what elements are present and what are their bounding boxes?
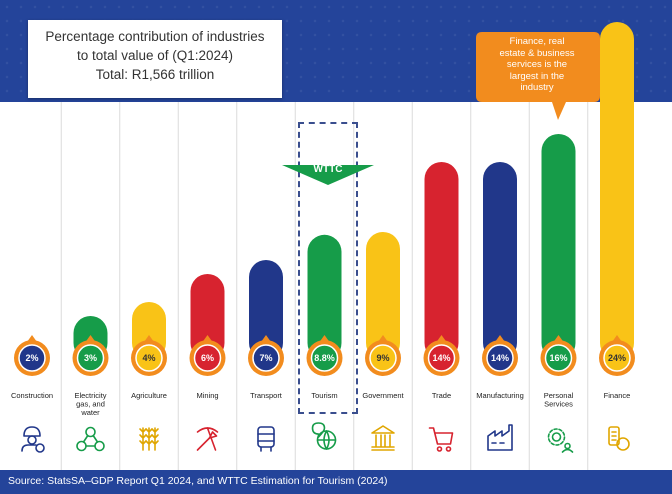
bar bbox=[249, 260, 283, 360]
gear-person-icon bbox=[547, 428, 574, 453]
value-badge-inner bbox=[369, 344, 397, 372]
value-badge-tip bbox=[553, 335, 564, 342]
bar bbox=[366, 232, 400, 360]
value-badge-inner bbox=[310, 344, 339, 372]
value-badge-inner bbox=[486, 344, 514, 372]
category-label: Construction bbox=[11, 391, 53, 400]
value-badge-tip bbox=[378, 335, 388, 342]
value-label: 7% bbox=[259, 353, 272, 363]
factory-icon bbox=[487, 424, 513, 451]
construction-worker-icon bbox=[21, 426, 45, 453]
value-badge-inner bbox=[427, 344, 456, 372]
bar-group: 2% Construction bbox=[11, 335, 53, 400]
value-label: 16% bbox=[549, 353, 567, 363]
value-badge-inner bbox=[193, 344, 222, 372]
category-label: Government bbox=[362, 391, 404, 400]
wttc-label: WTTC bbox=[313, 164, 343, 175]
pickaxe-shovel-icon bbox=[196, 427, 219, 451]
bar-group: 8.8% Tourism bbox=[306, 234, 343, 400]
value-label: 6% bbox=[201, 353, 214, 363]
value-label: 2% bbox=[25, 353, 38, 363]
bar-group: 24% Finance bbox=[599, 22, 635, 400]
finance-callout-text: Finance, real estate & business services… bbox=[476, 36, 598, 94]
category-label: Manufacturing bbox=[476, 391, 524, 400]
chart-title-line-1: Percentage contribution of industries bbox=[45, 29, 265, 44]
category-label: Electricity bbox=[74, 391, 106, 400]
bar-group: 14% Manufacturing bbox=[476, 162, 524, 400]
category-label: Mining bbox=[196, 391, 218, 400]
category-label: Agriculture bbox=[131, 391, 167, 400]
value-badge-inner bbox=[18, 344, 46, 372]
bus-icon bbox=[257, 426, 275, 452]
value-badge-tip bbox=[144, 335, 154, 342]
bar-group: 4% Agriculture bbox=[131, 302, 167, 400]
government-building-icon bbox=[371, 425, 395, 451]
bar bbox=[600, 22, 634, 360]
bar-group: 14% Trade bbox=[423, 162, 460, 400]
chart-title-line-2: to total value of (Q1:2024) bbox=[76, 48, 234, 63]
value-badge-tip bbox=[612, 335, 622, 342]
value-badge-tip bbox=[27, 335, 37, 342]
category-label: Trade bbox=[432, 391, 451, 400]
chart-total: Total: R1,566 trillion bbox=[95, 67, 215, 82]
value-badge-inner bbox=[603, 344, 631, 372]
value-badge-inner bbox=[135, 344, 163, 372]
value-badge-tip bbox=[85, 335, 96, 342]
category-label: Finance bbox=[604, 391, 631, 400]
category-label: Tourism bbox=[311, 391, 337, 400]
category-label: gas, and bbox=[76, 400, 105, 409]
callout-line: largest in the bbox=[509, 70, 565, 82]
wheat-icon bbox=[139, 427, 159, 451]
value-label: 14% bbox=[432, 353, 450, 363]
tourism-highlight-box bbox=[298, 122, 358, 414]
shopping-cart-icon bbox=[428, 427, 454, 452]
value-badge-tip bbox=[436, 335, 447, 342]
bar bbox=[190, 274, 225, 360]
category-label: water bbox=[80, 408, 100, 417]
value-badge-inner bbox=[76, 344, 105, 372]
value-badge-inner bbox=[544, 344, 573, 372]
callout-line: Finance, real bbox=[509, 36, 565, 47]
value-label: 8.8% bbox=[314, 353, 335, 363]
bar bbox=[483, 162, 517, 360]
source-text: Source: StatsSA–GDP Report Q1 2024, and … bbox=[8, 475, 388, 487]
wttc-arrow bbox=[282, 165, 374, 185]
bar bbox=[424, 162, 459, 360]
coins-icon bbox=[608, 426, 630, 451]
category-label: Services bbox=[544, 400, 573, 409]
category-label: Personal bbox=[544, 391, 574, 400]
value-badge-inner bbox=[252, 344, 280, 372]
bar bbox=[307, 234, 342, 360]
source-bar: Source: StatsSA–GDP Report Q1 2024, and … bbox=[0, 470, 672, 494]
value-label: 9% bbox=[376, 353, 389, 363]
value-label: 14% bbox=[491, 353, 509, 363]
bar bbox=[541, 134, 576, 360]
callout-line: industry bbox=[520, 82, 554, 93]
bar-group: 6% Mining bbox=[189, 274, 226, 400]
callout-line: services is the bbox=[506, 59, 568, 70]
value-badge-tip bbox=[319, 335, 330, 342]
bar-group: 7% Transport bbox=[248, 260, 284, 400]
callout-line: estate & business bbox=[499, 47, 575, 59]
value-label: 4% bbox=[142, 353, 155, 363]
value-label: 3% bbox=[84, 353, 97, 363]
category-label: Transport bbox=[250, 391, 283, 400]
value-badge-tip bbox=[261, 335, 271, 342]
chart-title-box: Percentage contribution of industries to… bbox=[28, 20, 282, 98]
value-badge-tip bbox=[495, 335, 505, 342]
finance-callout-bubble bbox=[476, 32, 600, 120]
bar-group: 9% Government bbox=[362, 232, 405, 400]
value-label: 24% bbox=[608, 353, 626, 363]
value-badge-tip bbox=[202, 335, 213, 342]
globe-pin-icon bbox=[311, 422, 337, 450]
utilities-icon bbox=[76, 426, 105, 452]
